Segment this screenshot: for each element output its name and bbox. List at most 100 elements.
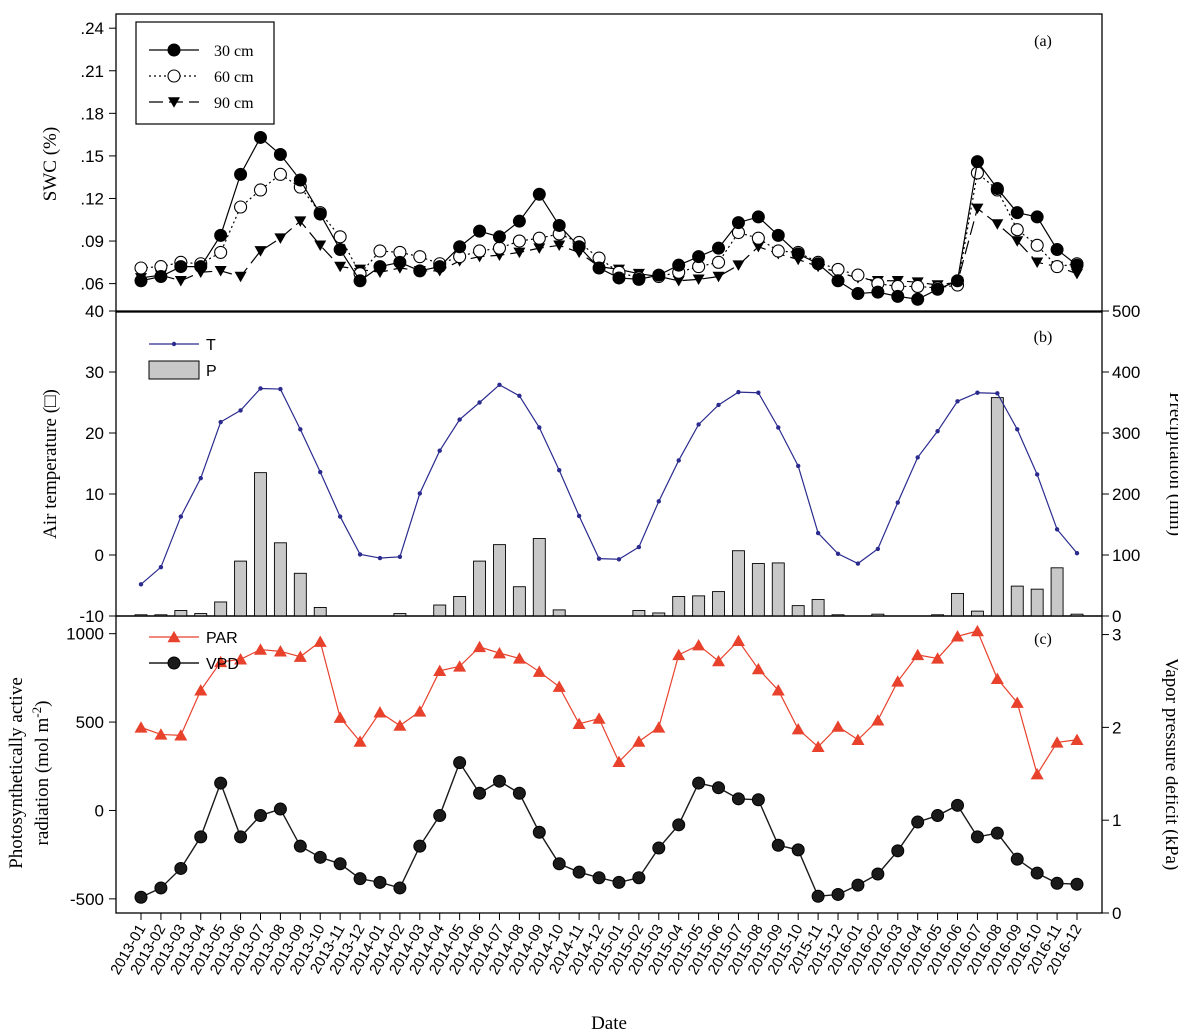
temp-point xyxy=(298,427,303,432)
par-point xyxy=(951,630,965,642)
par-point xyxy=(154,728,168,740)
panel-b-temp-line xyxy=(138,382,1080,587)
data-point xyxy=(672,258,686,272)
precip-bar xyxy=(632,610,646,617)
vpd-point xyxy=(353,872,367,886)
data-point xyxy=(273,147,287,161)
temp-point xyxy=(576,513,582,519)
temp-point xyxy=(1034,472,1040,477)
legend-box xyxy=(135,21,275,125)
data-point xyxy=(791,247,805,261)
panel-c-label: (c) xyxy=(1034,631,1052,648)
precip-bar xyxy=(313,607,327,617)
vpd-line xyxy=(140,761,1078,898)
par-point xyxy=(970,624,984,637)
data-point xyxy=(1071,268,1083,280)
temp-point xyxy=(397,554,403,560)
data-point xyxy=(333,230,347,244)
vpd-point xyxy=(911,815,925,829)
vpd-point xyxy=(931,809,945,823)
panel-c-legend: PAR VPD xyxy=(149,630,239,673)
data-point xyxy=(1030,210,1044,224)
temp-point xyxy=(795,463,801,469)
par-point xyxy=(1030,768,1044,780)
panel-b-label: (b) xyxy=(1034,329,1053,346)
data-point xyxy=(373,260,387,274)
precip-bar xyxy=(214,601,228,617)
data-point xyxy=(273,167,287,181)
panel-a-y-axis: .06 .09 .12 .15 .18 .21 .24 xyxy=(80,19,116,294)
data-point xyxy=(134,261,148,275)
par-point xyxy=(253,643,267,655)
data-point xyxy=(970,155,984,169)
x-axis-label: Date xyxy=(591,1013,627,1034)
legend-marker xyxy=(168,97,180,108)
panel-a-label: (a) xyxy=(1034,33,1052,50)
legend-label: 30 cm xyxy=(214,43,254,60)
y-tick-label: .09 xyxy=(80,232,104,251)
data-point xyxy=(453,240,467,254)
panel-c-frame xyxy=(115,615,1103,914)
temp-point xyxy=(915,455,920,460)
temp-point xyxy=(318,469,323,475)
y-tick-label-right: 3 xyxy=(1112,626,1121,645)
panel-a-series xyxy=(134,130,1084,306)
temp-point xyxy=(517,393,522,398)
data-point xyxy=(253,130,267,144)
vpd-point xyxy=(692,776,706,790)
data-point xyxy=(234,271,247,283)
temp-point xyxy=(716,402,721,408)
temp-point xyxy=(417,491,423,496)
vpd-point xyxy=(413,839,427,853)
panel-c-ylabel-left-2: radiation (mol m-2) xyxy=(29,701,53,846)
vpd-point xyxy=(333,857,347,871)
data-point xyxy=(174,275,187,287)
legend-marker xyxy=(167,630,181,643)
vpd-point xyxy=(433,809,447,823)
vpd-point xyxy=(174,861,188,875)
y-tick-label: .18 xyxy=(80,104,104,123)
panel-a-legend: 30 cm 60 cm 90 cm xyxy=(135,21,275,125)
data-point xyxy=(353,274,367,288)
data-point xyxy=(512,214,526,228)
legend-swatch xyxy=(148,360,200,380)
par-point xyxy=(572,717,586,730)
series-line xyxy=(140,207,1078,286)
data-point xyxy=(712,271,725,283)
panel-c-ylabel-sup: -2 xyxy=(29,707,44,718)
par-point xyxy=(1050,736,1064,748)
precip-bar xyxy=(712,591,725,617)
vpd-point xyxy=(194,830,208,844)
vpd-point xyxy=(1010,852,1024,866)
panel-b-y-axis-right: 0 100 200 300 400 500 xyxy=(1102,302,1140,626)
vpd-point xyxy=(1030,866,1044,880)
y-tick-label: 30 xyxy=(85,363,104,382)
y-tick-label: -10 xyxy=(79,607,104,626)
data-point xyxy=(612,271,626,285)
y-tick-label: .12 xyxy=(80,189,104,208)
precip-bar xyxy=(751,563,765,617)
temp-point xyxy=(457,417,462,422)
data-point xyxy=(891,289,905,303)
vpd-point xyxy=(871,867,885,881)
legend-label: 60 cm xyxy=(214,69,254,86)
temp-point xyxy=(497,382,502,388)
vpd-point xyxy=(771,838,785,852)
par-point xyxy=(373,706,387,718)
par-point xyxy=(234,653,248,665)
panel-a-ylabel: SWC (%) xyxy=(40,127,61,201)
y-tick-label-right: 0 xyxy=(1112,607,1121,626)
vpd-point xyxy=(791,843,805,857)
temp-point xyxy=(676,458,681,463)
vpd-point xyxy=(970,830,984,844)
par-point xyxy=(931,652,945,664)
panel-a: (a) SWC (%) .06 .09 .12 .15 .18 .21 .24 30 cm 6… xyxy=(40,13,1103,313)
temp-point xyxy=(835,551,841,556)
par-point xyxy=(453,660,467,672)
data-point xyxy=(811,257,825,271)
data-point xyxy=(851,268,865,282)
precip-bar xyxy=(532,538,546,617)
par-point xyxy=(353,735,367,747)
panel-c-series xyxy=(134,624,1084,904)
temp-point xyxy=(955,399,960,404)
